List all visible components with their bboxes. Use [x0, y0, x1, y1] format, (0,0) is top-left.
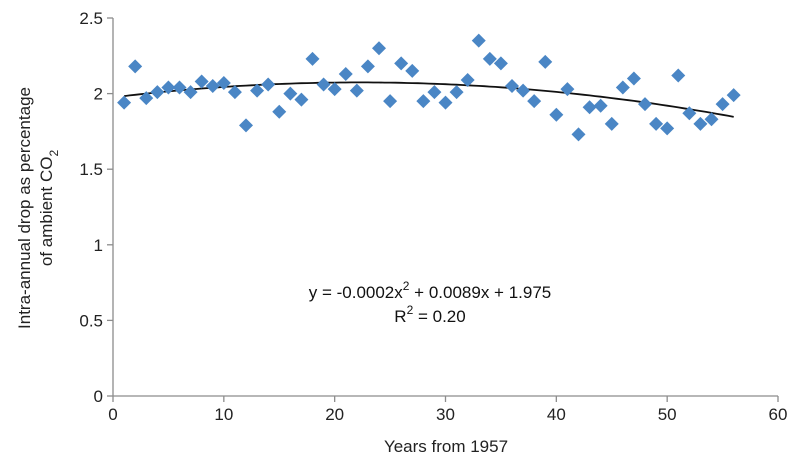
data-point — [593, 98, 608, 113]
data-point — [604, 116, 619, 131]
y-tick-label: 1 — [94, 236, 103, 255]
y-axis-title-line2-main: of ambient CO — [37, 157, 56, 267]
trendline-equation-superscript: 2 — [403, 279, 410, 293]
y-axis-title: Intra-annual drop as percentage of ambie… — [15, 87, 61, 329]
data-point — [316, 77, 331, 92]
data-point — [527, 94, 542, 109]
data-point — [505, 79, 519, 94]
data-point — [438, 95, 453, 110]
trendline-equation: y = -0.0002x2 + 0.0089x + 1.975 — [309, 279, 552, 302]
x-tick-label: 60 — [769, 405, 788, 424]
data-point — [416, 94, 431, 109]
y-tick-label: 2 — [94, 85, 103, 104]
y-axis-title-line2: of ambient CO2 — [37, 150, 61, 267]
data-point — [349, 83, 364, 98]
trendline-equation-suffix: + 0.0089x + 1.975 — [409, 283, 551, 302]
data-point — [482, 51, 497, 66]
data-point — [582, 100, 597, 115]
data-point — [549, 107, 564, 122]
data-point — [383, 94, 398, 109]
data-point — [449, 85, 464, 100]
data-point — [394, 56, 409, 71]
data-point — [560, 82, 575, 97]
data-point — [239, 118, 253, 133]
data-point — [272, 104, 287, 119]
data-point — [360, 59, 375, 74]
x-tick-label: 40 — [547, 405, 566, 424]
data-point — [516, 83, 531, 98]
data-point — [283, 86, 298, 101]
y-tick-label: 0 — [94, 387, 103, 406]
data-point — [405, 63, 420, 78]
data-point — [372, 41, 386, 56]
x-tick-label: 30 — [436, 405, 455, 424]
data-point — [615, 80, 630, 95]
y-axis-title-subscript: 2 — [47, 150, 61, 157]
data-point — [183, 85, 198, 100]
data-point — [704, 112, 719, 127]
trendline-r-squared: R2 = 0.20 — [394, 303, 465, 326]
r-squared-superscript: 2 — [407, 303, 414, 317]
data-point — [250, 83, 265, 98]
y-axis-title-line1: Intra-annual drop as percentage — [15, 87, 34, 329]
data-point — [139, 91, 154, 106]
x-ticks: 0 10 20 30 40 50 60 — [108, 396, 787, 424]
x-tick-label: 0 — [108, 405, 117, 424]
data-point — [205, 79, 220, 94]
data-point — [693, 116, 708, 131]
data-point — [493, 56, 508, 71]
data-point — [216, 76, 231, 91]
data-point — [471, 33, 486, 48]
data-point — [638, 97, 652, 112]
data-point — [715, 97, 730, 112]
y-tick-label: 1.5 — [79, 160, 103, 179]
data-point — [261, 77, 276, 92]
data-points — [117, 33, 741, 142]
data-point — [172, 80, 187, 95]
x-tick-label: 20 — [325, 405, 344, 424]
data-point — [649, 116, 664, 131]
y-tick-label: 0.5 — [79, 311, 103, 330]
trendline-equation-prefix: y = -0.0002x — [309, 283, 404, 302]
r-squared-suffix: = 0.20 — [413, 307, 465, 326]
data-point — [161, 80, 176, 95]
y-tick-label: 2.5 — [79, 9, 103, 28]
data-point — [660, 121, 675, 136]
x-tick-label: 50 — [658, 405, 677, 424]
data-point — [117, 95, 132, 110]
data-point — [571, 127, 586, 142]
data-point — [427, 85, 442, 100]
data-point — [150, 85, 165, 100]
data-point — [327, 82, 342, 97]
data-point — [460, 72, 475, 87]
data-point — [227, 85, 242, 100]
x-axis-title: Years from 1957 — [384, 437, 508, 456]
data-point — [338, 66, 353, 81]
data-point — [626, 71, 641, 86]
y-ticks: 0 0.5 1 1.5 2 2.5 — [79, 9, 113, 406]
r-squared-prefix: R — [394, 307, 406, 326]
x-tick-label: 10 — [214, 405, 233, 424]
data-point — [671, 68, 686, 83]
data-point — [294, 92, 309, 107]
data-point — [128, 59, 143, 74]
data-point — [305, 51, 320, 66]
data-point — [726, 88, 741, 103]
data-point — [194, 74, 209, 89]
data-point — [682, 106, 697, 121]
data-point — [538, 54, 553, 69]
